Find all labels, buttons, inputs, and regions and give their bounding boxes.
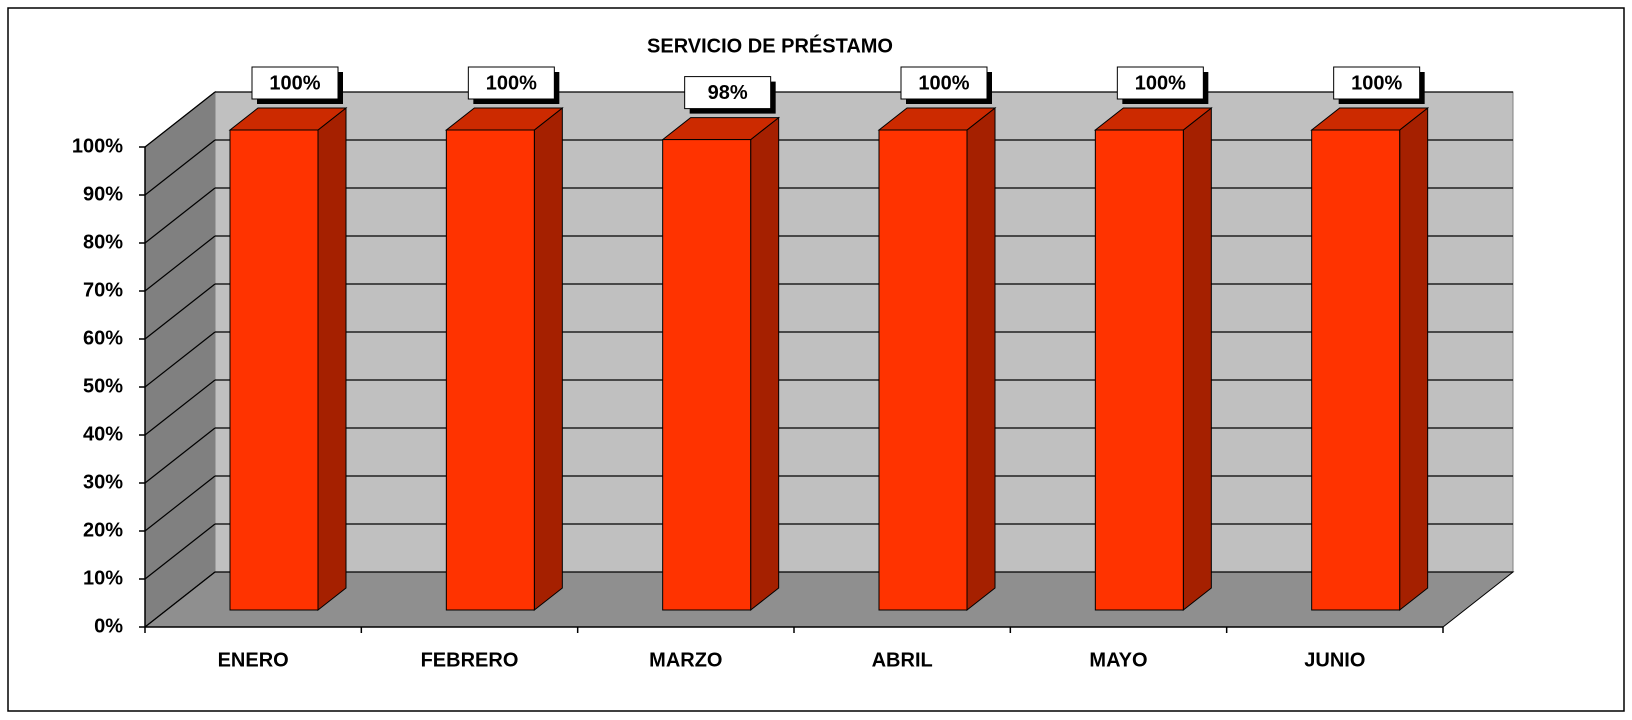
value-label: 98%	[708, 82, 748, 104]
label-box	[900, 66, 988, 100]
floor	[143, 571, 1515, 628]
grid-line-side	[144, 523, 216, 580]
grid-line-side	[144, 283, 216, 340]
bar-side	[966, 106, 996, 612]
grid-line-side	[144, 379, 216, 436]
value-label: 100%	[1135, 72, 1186, 94]
bar	[445, 129, 535, 611]
grid-line-side	[144, 475, 216, 532]
value-label: 100%	[486, 72, 537, 94]
label-box	[684, 76, 772, 110]
bar	[1094, 129, 1184, 611]
grid-line-side	[144, 235, 216, 292]
grid-line-side	[144, 139, 216, 196]
x-tick-label: MARZO	[649, 649, 722, 671]
bar-side	[533, 106, 563, 612]
x-tick-label: FEBRERO	[421, 649, 519, 671]
grid-line-side	[144, 91, 216, 148]
label-box	[251, 66, 339, 100]
value-label: 100%	[269, 72, 320, 94]
y-tick-label: 0%	[94, 615, 123, 637]
bar	[878, 129, 968, 611]
y-tick-label: 30%	[83, 471, 123, 493]
bar-side	[1399, 106, 1429, 612]
grid-line-side	[144, 187, 216, 244]
x-tick-label: MAYO	[1089, 649, 1147, 671]
value-label: 100%	[918, 72, 969, 94]
grid-line-side	[144, 427, 216, 484]
y-tick-label: 90%	[83, 183, 123, 205]
y-tick-label: 10%	[83, 567, 123, 589]
label-box	[1333, 66, 1421, 100]
y-tick-label: 50%	[83, 375, 123, 397]
grid-line-side	[144, 331, 216, 388]
bar	[229, 129, 319, 611]
bar	[1311, 129, 1401, 611]
bar-side	[750, 116, 780, 612]
label-box	[1116, 66, 1204, 100]
x-tick-label: ENERO	[218, 649, 289, 671]
x-tick-label: ABRIL	[872, 649, 933, 671]
bar	[662, 139, 752, 611]
bar-side	[317, 106, 347, 612]
grid-line-side	[144, 571, 216, 628]
label-box	[467, 66, 555, 100]
value-label: 100%	[1351, 72, 1402, 94]
x-tick-label: JUNIO	[1304, 649, 1365, 671]
bar-side	[1182, 106, 1212, 612]
y-tick-label: 80%	[83, 231, 123, 253]
chart-title: SERVICIO DE PRÉSTAMO	[647, 34, 893, 57]
y-tick-label: 100%	[72, 135, 123, 157]
y-tick-label: 20%	[83, 519, 123, 541]
y-tick-label: 40%	[83, 423, 123, 445]
y-tick-label: 70%	[83, 279, 123, 301]
y-tick-label: 60%	[83, 327, 123, 349]
